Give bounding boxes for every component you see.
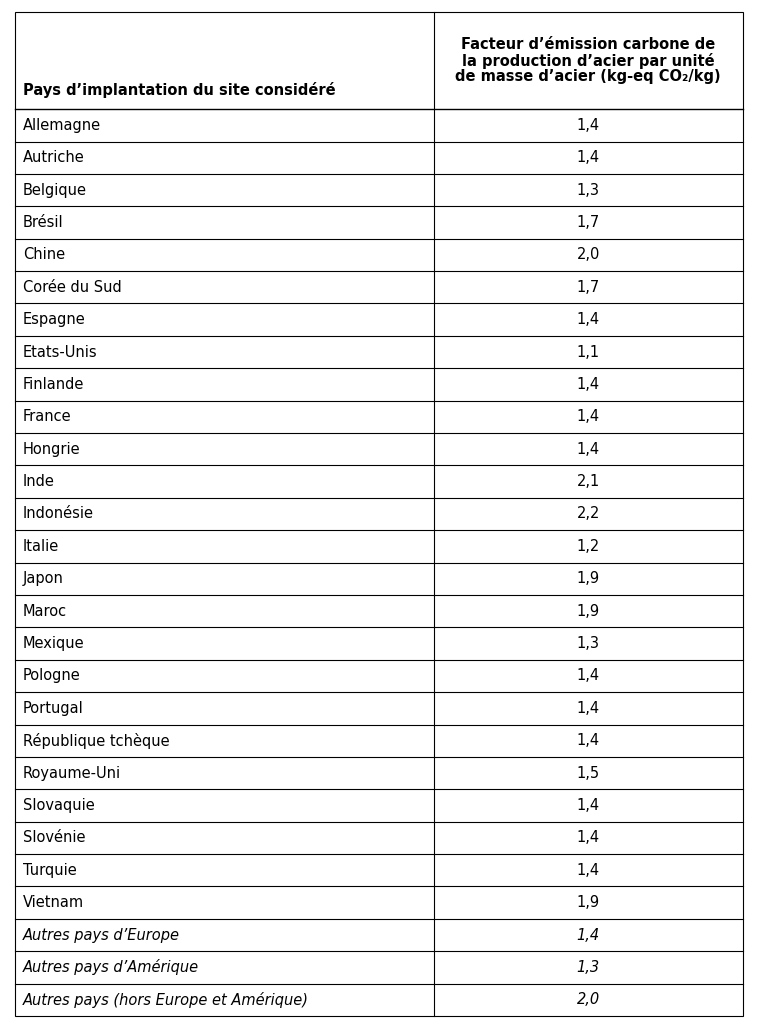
Text: 1,1: 1,1: [577, 344, 600, 359]
Text: Espagne: Espagne: [23, 312, 86, 328]
Text: Corée du Sud: Corée du Sud: [23, 280, 122, 295]
Text: Chine: Chine: [23, 248, 65, 262]
Text: 1,9: 1,9: [577, 604, 600, 618]
Text: 1,4: 1,4: [577, 151, 600, 165]
Text: Pologne: Pologne: [23, 669, 81, 683]
Text: Hongrie: Hongrie: [23, 441, 80, 457]
Text: Maroc: Maroc: [23, 604, 67, 618]
Text: 1,4: 1,4: [577, 700, 600, 716]
Text: Italie: Italie: [23, 539, 59, 554]
Text: Autres pays (hors Europe et Amérique): Autres pays (hors Europe et Amérique): [23, 992, 309, 1008]
Text: Royaume-Uni: Royaume-Uni: [23, 766, 121, 780]
Text: Vietnam: Vietnam: [23, 895, 84, 910]
Text: 1,4: 1,4: [577, 733, 600, 749]
Text: 1,7: 1,7: [577, 215, 600, 230]
Text: 1,2: 1,2: [577, 539, 600, 554]
Text: 1,7: 1,7: [577, 280, 600, 295]
Text: 1,4: 1,4: [577, 441, 600, 457]
Text: de masse d’acier (kg-eq CO₂/kg): de masse d’acier (kg-eq CO₂/kg): [456, 70, 721, 84]
Text: Slovénie: Slovénie: [23, 830, 86, 846]
Text: République tchèque: République tchèque: [23, 733, 170, 749]
Text: Turquie: Turquie: [23, 863, 77, 878]
Text: Portugal: Portugal: [23, 700, 83, 716]
Text: 1,3: 1,3: [577, 959, 600, 975]
Text: Finlande: Finlande: [23, 377, 84, 392]
Text: 1,9: 1,9: [577, 895, 600, 910]
Text: 1,4: 1,4: [577, 830, 600, 846]
Text: 1,4: 1,4: [577, 377, 600, 392]
Text: 1,5: 1,5: [577, 766, 600, 780]
Text: Autres pays d’Amérique: Autres pays d’Amérique: [23, 959, 199, 976]
Text: Belgique: Belgique: [23, 182, 87, 198]
Text: Brésil: Brésil: [23, 215, 64, 230]
Text: Facteur d’émission carbone de: Facteur d’émission carbone de: [461, 37, 716, 52]
Text: 1,4: 1,4: [577, 928, 600, 942]
Text: 2,0: 2,0: [577, 248, 600, 262]
Text: Etats-Unis: Etats-Unis: [23, 344, 98, 359]
Text: la production d’acier par unité: la production d’acier par unité: [462, 52, 715, 69]
Text: 2,0: 2,0: [577, 992, 600, 1008]
Text: 2,1: 2,1: [577, 474, 600, 489]
Text: Indonésie: Indonésie: [23, 507, 94, 521]
Text: 1,4: 1,4: [577, 410, 600, 424]
Text: 1,4: 1,4: [577, 669, 600, 683]
Text: 1,4: 1,4: [577, 312, 600, 328]
Text: 1,3: 1,3: [577, 182, 600, 198]
Text: 1,4: 1,4: [577, 798, 600, 813]
Text: 1,9: 1,9: [577, 571, 600, 587]
Text: France: France: [23, 410, 71, 424]
Text: Autriche: Autriche: [23, 151, 85, 165]
Text: Japon: Japon: [23, 571, 64, 587]
Text: Allemagne: Allemagne: [23, 118, 101, 133]
Text: 1,3: 1,3: [577, 636, 600, 651]
Text: Autres pays d’Europe: Autres pays d’Europe: [23, 928, 180, 942]
Text: 2,2: 2,2: [577, 507, 600, 521]
Text: Slovaquie: Slovaquie: [23, 798, 95, 813]
Text: 1,4: 1,4: [577, 863, 600, 878]
Text: Mexique: Mexique: [23, 636, 85, 651]
Text: 1,4: 1,4: [577, 118, 600, 133]
Text: Inde: Inde: [23, 474, 55, 489]
Text: Pays d’implantation du site considéré: Pays d’implantation du site considéré: [23, 82, 336, 97]
